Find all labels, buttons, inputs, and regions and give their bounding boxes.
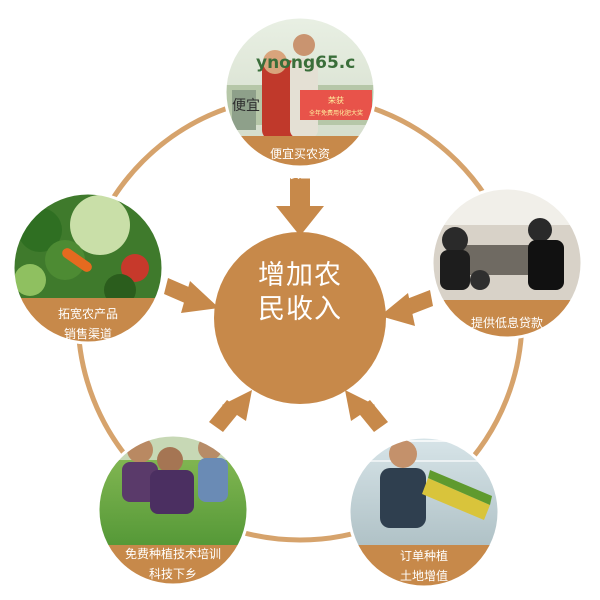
arrow-from-bottom-right [345, 390, 388, 432]
label-bottom-left: 免费种植技术培训 科技下乡 [93, 544, 253, 584]
label-top-line1: 便宜买农资 [269, 147, 330, 161]
label-top: 便宜买农资 减少农业投入 [220, 144, 380, 184]
label-bottom-right-line1: 订单种植 [399, 549, 448, 563]
label-right-line1: 提供低息贷款 [470, 316, 543, 330]
arrow-from-top [276, 178, 324, 236]
arrow-from-right [380, 290, 433, 326]
node-bottom-right [347, 435, 501, 589]
label-top-line2: 减少农业投入 [263, 167, 336, 181]
center-hub [214, 232, 386, 404]
label-left: 拓宽农产品 销售渠道 [8, 304, 168, 344]
photo-banner-2: 全年免费用化肥大奖 [309, 109, 363, 117]
label-bottom-left-line1: 免费种植技术培训 [124, 547, 221, 561]
label-bottom-right-line2: 土地增值 [399, 569, 448, 583]
arrow-from-bottom-left [209, 390, 252, 432]
node-right [430, 186, 584, 340]
photo-url-text: ynong65.c [256, 53, 355, 73]
label-left-line1: 拓宽农产品 [57, 307, 118, 321]
label-bottom-right: 订单种植 土地增值 [344, 546, 504, 586]
photo-shop-text: 便宜 [232, 98, 260, 114]
center-title-line1: 增加农 [258, 260, 342, 291]
center-title: 增加农 民收入 [220, 259, 380, 327]
arrow-from-left [164, 278, 219, 313]
label-left-line2: 销售渠道 [63, 327, 112, 341]
photo-left [13, 193, 163, 343]
label-right: 提供低息贷款 [427, 313, 587, 333]
node-left [11, 191, 165, 345]
node-bottom-left [96, 433, 250, 587]
label-bottom-left-line2: 科技下乡 [148, 567, 197, 581]
center-title-line2: 民收入 [258, 294, 342, 325]
photo-banner-1: 荣获 [328, 95, 344, 105]
